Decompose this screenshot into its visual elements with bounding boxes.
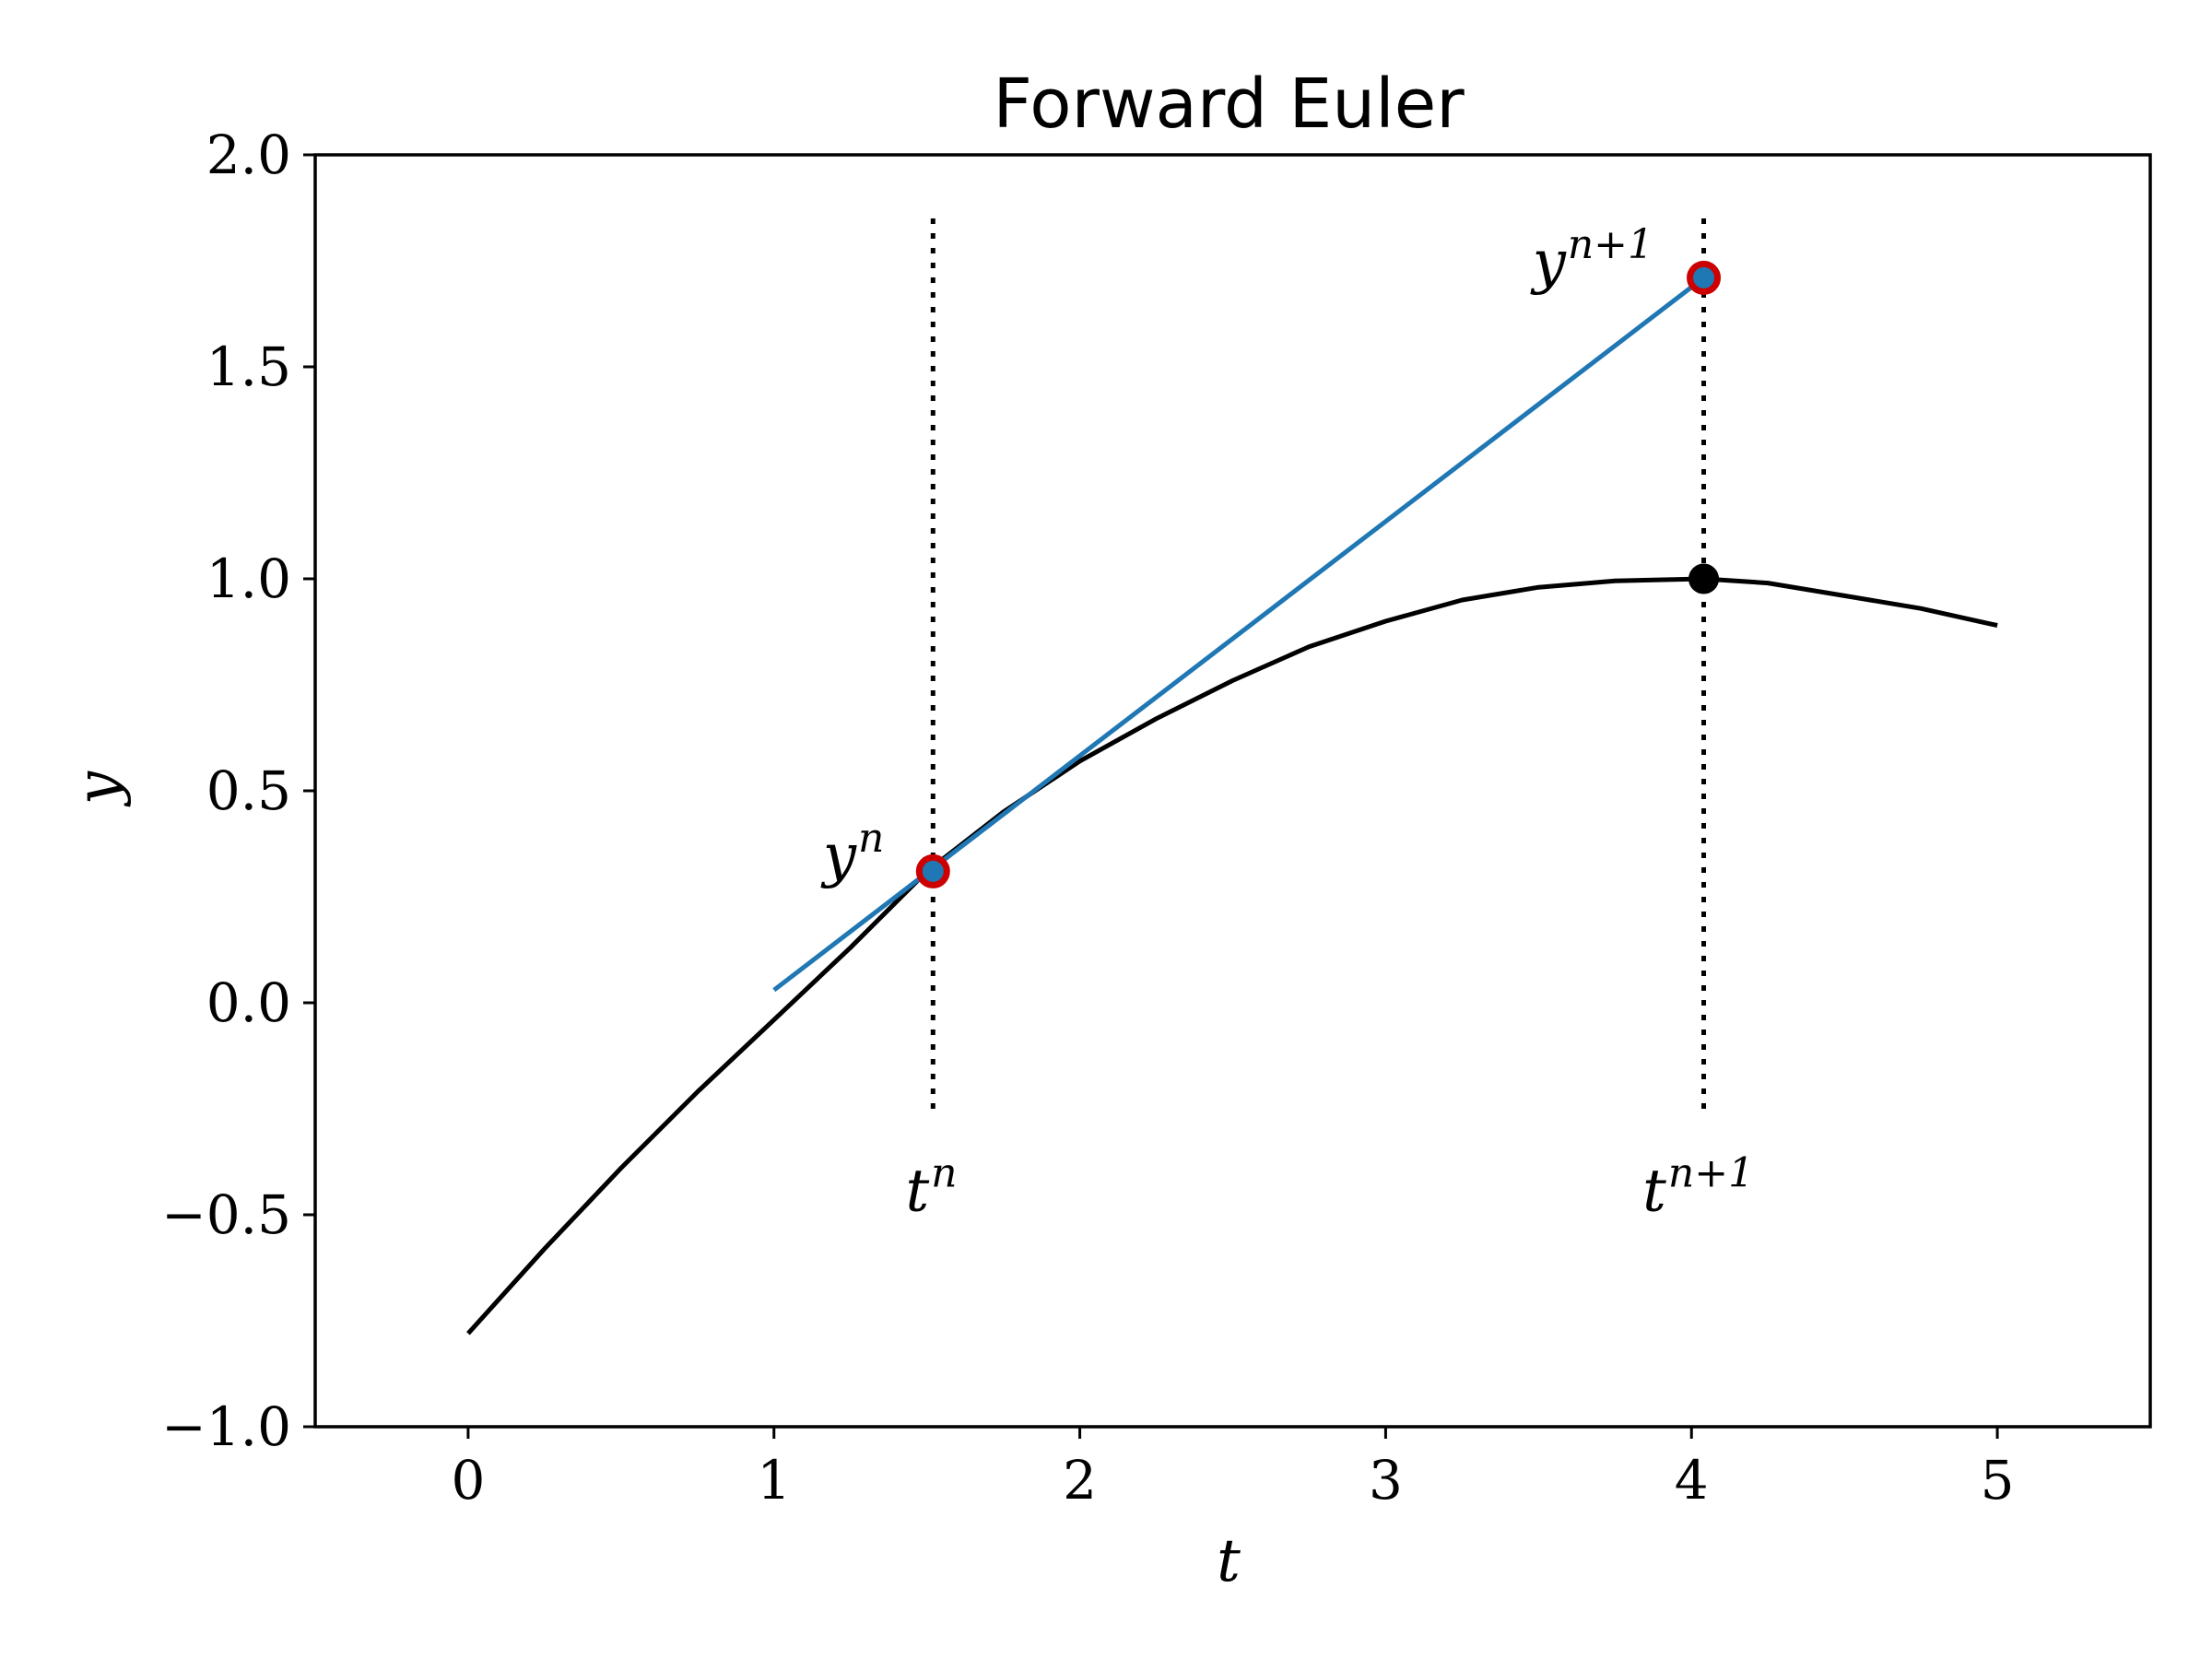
y-tick-label: 1.0 <box>206 547 291 610</box>
y-tick-label: 0.0 <box>206 971 291 1034</box>
y-tick-label: −0.5 <box>161 1183 291 1246</box>
x-axis: 0 1 2 3 4 5 <box>451 1427 2015 1512</box>
data-point-2 <box>1687 260 1722 295</box>
y-tick-label: 0.5 <box>206 759 291 822</box>
axes-frame <box>313 153 2152 1429</box>
x-axis-label: t <box>1217 1527 1241 1595</box>
annotations: yn yn+1 tn tn+1 <box>820 221 1754 1225</box>
x-tick-label: 4 <box>1675 1449 1709 1512</box>
x-tick-label: 2 <box>1063 1449 1097 1512</box>
curve-line <box>466 576 1998 1335</box>
annotation-2: yn+1 <box>1530 221 1653 297</box>
annotation-4: tn+1 <box>1642 1149 1754 1225</box>
x-tick-label: 0 <box>451 1449 485 1512</box>
x-tick-label: 1 <box>757 1449 791 1512</box>
y-axis-label: y <box>65 771 133 807</box>
y-tick-label: −1.0 <box>161 1395 291 1458</box>
plot-area <box>313 153 2152 1429</box>
annotation-3: tn <box>905 1149 957 1225</box>
x-tick-label: 3 <box>1369 1449 1403 1512</box>
y-tick-label: 1.5 <box>206 335 291 398</box>
tangent-line <box>772 276 1706 993</box>
data-point-3 <box>1688 563 1720 594</box>
y-axis: −1.0 −0.5 0.0 0.5 1.0 1.5 2.0 <box>161 124 315 1458</box>
y-tick-label: 2.0 <box>206 124 291 186</box>
annotation-1: yn <box>820 815 885 890</box>
x-tick-label: 5 <box>1981 1449 2015 1512</box>
chart-title: Forward Euler <box>993 65 1465 144</box>
data-point-1 <box>915 853 950 888</box>
